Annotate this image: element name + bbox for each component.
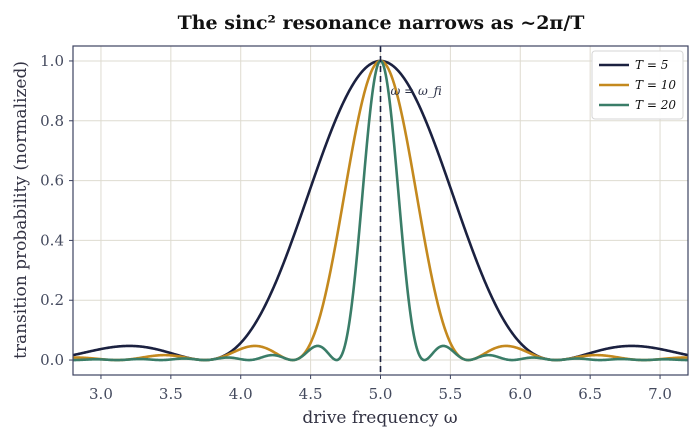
- x-tick-label: 4.0: [229, 385, 253, 403]
- x-axis-label: drive frequency ω: [302, 408, 457, 428]
- y-tick-label: 0.8: [40, 112, 64, 130]
- legend: T = 5 T = 10 T = 20: [591, 50, 684, 120]
- x-tick-label: 4.5: [299, 385, 323, 403]
- legend-label: T = 5: [635, 58, 668, 72]
- resonance-label: ω = ω_fi: [391, 84, 442, 98]
- x-tick-label: 3.0: [89, 385, 113, 403]
- y-tick-label: 0.2: [40, 291, 64, 309]
- x-tick-label: 6.0: [508, 385, 532, 403]
- y-tick-label: 0.6: [40, 172, 64, 190]
- chart-title: The sinc² resonance narrows as ~2π/T: [178, 12, 585, 34]
- x-tick-label: 6.5: [578, 385, 602, 403]
- y-tick-label: 0.0: [40, 351, 64, 369]
- legend-box: [591, 50, 684, 120]
- x-tick-label: 3.5: [159, 385, 183, 403]
- y-axis-label: transition probability (normalized): [11, 61, 31, 359]
- legend-label: T = 10: [635, 78, 676, 92]
- y-tick-label: 1.0: [40, 52, 64, 70]
- x-axis: 3.0 3.5 4.0 4.5 5.0 5.5 6.0 6.5 7.0: [89, 375, 672, 403]
- x-tick-label: 5.5: [438, 385, 462, 403]
- legend-label: T = 20: [635, 98, 676, 112]
- y-axis: 0.0 0.2 0.4 0.6 0.8 1.0: [40, 52, 73, 369]
- x-tick-label: 7.0: [648, 385, 672, 403]
- x-tick-label: 5.0: [369, 385, 393, 403]
- y-tick-label: 0.4: [40, 231, 64, 249]
